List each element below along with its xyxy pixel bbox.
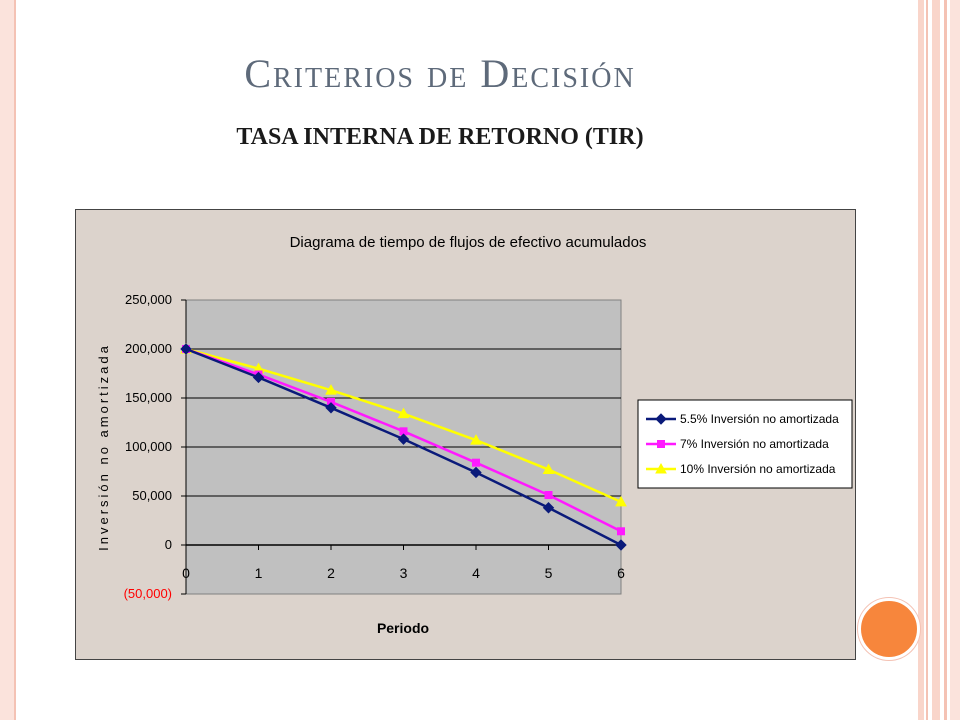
data-point-diamond [655, 413, 667, 425]
data-point-triangle [470, 434, 482, 445]
slide-right-stripe [918, 0, 924, 720]
data-point-diamond [470, 466, 482, 479]
data-point-diamond [542, 502, 555, 514]
legend-label: 5.5% Inversión no amortizada [680, 412, 839, 426]
chart-frame: Diagrama de tiempo de flujos de efectivo… [75, 209, 856, 660]
data-point-triangle [615, 495, 627, 507]
data-point-square [544, 491, 553, 500]
line-chart: Diagrama de tiempo de flujos de efectivo… [96, 234, 853, 636]
data-point-diamond [180, 343, 192, 355]
data-point-diamond [325, 402, 337, 414]
legend-label: 10% Inversión no amortizada [680, 462, 836, 476]
y-tick-label: 100,000 [125, 439, 172, 454]
x-tick-label: 5 [545, 565, 553, 581]
y-tick-label: 200,000 [125, 341, 172, 356]
data-point-triangle [542, 463, 555, 475]
accent-dot [858, 598, 920, 660]
data-point-square [399, 427, 408, 436]
x-tick-label: 4 [472, 565, 480, 581]
y-tick-label: (50,000) [124, 586, 172, 601]
slide-left-border [0, 0, 16, 720]
x-tick-label: 3 [400, 565, 408, 581]
data-point-square [617, 527, 625, 536]
x-tick-label: 0 [182, 565, 190, 581]
slide-right-stripe [932, 0, 940, 720]
slide-right-stripe [944, 0, 947, 720]
y-tick-label: 150,000 [125, 390, 172, 405]
data-point-square [657, 440, 665, 448]
x-tick-label: 6 [617, 565, 625, 581]
y-tick-label: 0 [165, 537, 172, 552]
data-point-triangle [655, 462, 667, 474]
data-point-triangle [397, 407, 410, 419]
slide-title: Criterios de Decisión [244, 51, 636, 96]
y-tick-label: 250,000 [125, 292, 172, 307]
x-tick-label: 2 [327, 565, 335, 581]
y-tick-label: 50,000 [132, 488, 172, 503]
slide-right-stripe [950, 0, 960, 720]
data-point-diamond [252, 371, 265, 384]
data-point-diamond [615, 539, 627, 551]
data-point-square [327, 397, 335, 406]
data-point-square [472, 458, 480, 467]
data-point-triangle [325, 384, 337, 395]
chart-legend: 5.5% Inversión no amortizada 7% Inversión… [637, 399, 853, 489]
slide-subtitle: TASA INTERNA DE RETORNO (TIR) [236, 124, 644, 150]
slide-right-stripe [926, 0, 928, 720]
x-axis-label: Periodo [377, 620, 429, 636]
data-point-diamond [397, 433, 410, 445]
legend-label: 7% Inversión no amortizada [680, 437, 829, 451]
y-axis-label: Inversión no amortizada [96, 343, 111, 551]
chart-title: Diagrama de tiempo de flujos de efectivo… [290, 234, 647, 251]
x-tick-label: 1 [255, 565, 263, 581]
